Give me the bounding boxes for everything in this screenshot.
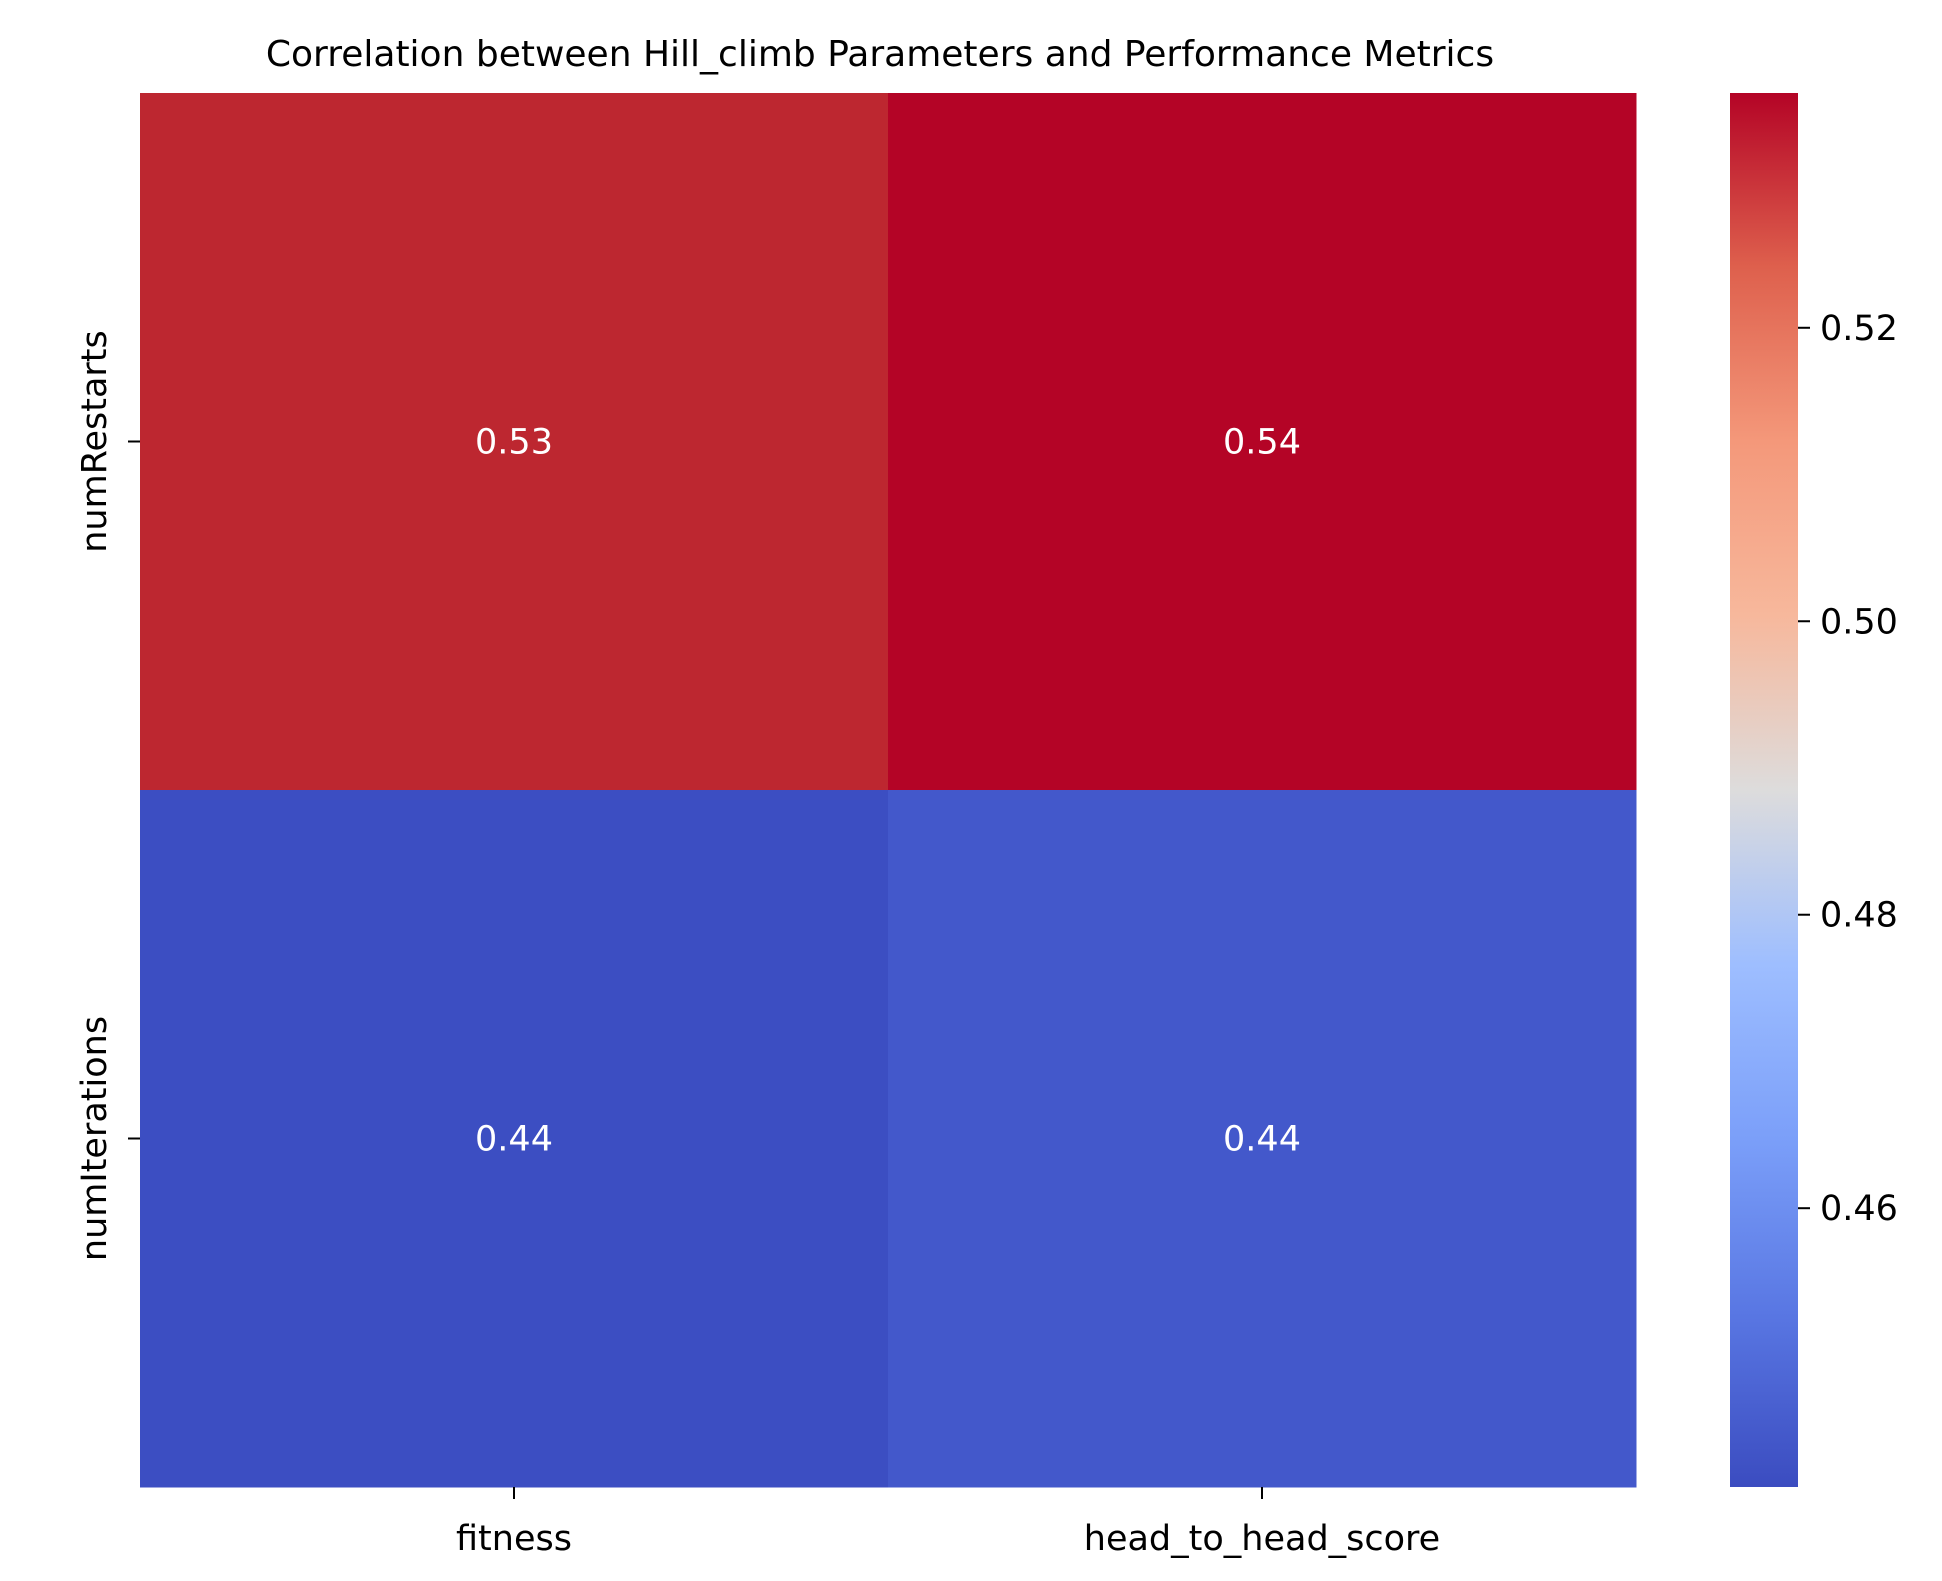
colorbar-ticks: 0.46 0.48 0.50 0.52: [1798, 309, 1898, 1229]
heatmap-cells: 0.53 0.54 0.44 0.44: [140, 93, 1637, 1488]
row-labels: numRestarts numIterations: [75, 330, 140, 1261]
cell-value-label: 0.44: [1223, 1120, 1301, 1160]
y-tick-label: numIterations: [75, 1016, 115, 1261]
y-tick-label: numRestarts: [75, 330, 115, 553]
cell-value-label: 0.44: [475, 1120, 553, 1160]
heatmap-cell-numRestarts-head_to_head_score: [888, 93, 1637, 791]
colorbar: 0.46 0.48 0.50 0.52: [1730, 93, 1898, 1487]
colorbar-tick-label: 0.50: [1820, 602, 1898, 642]
cell-value-label: 0.54: [1223, 423, 1301, 463]
colorbar-gradient: [1730, 93, 1798, 1487]
cell-value-label: 0.53: [475, 423, 553, 463]
chart-title: Correlation between Hill_climb Parameter…: [266, 34, 1494, 75]
column-labels: fitness head_to_head_score: [456, 1487, 1440, 1559]
heatmap-cell-numIterations-fitness: [140, 790, 889, 1488]
x-tick-label: fitness: [456, 1519, 572, 1559]
heatmap-cell-numRestarts-fitness: [140, 93, 889, 791]
x-tick-label: head_to_head_score: [1084, 1519, 1440, 1559]
colorbar-tick-label: 0.52: [1820, 309, 1898, 349]
colorbar-tick-label: 0.46: [1820, 1189, 1898, 1229]
colorbar-tick-label: 0.48: [1820, 896, 1898, 936]
heatmap-cell-numIterations-head_to_head_score: [888, 790, 1637, 1488]
